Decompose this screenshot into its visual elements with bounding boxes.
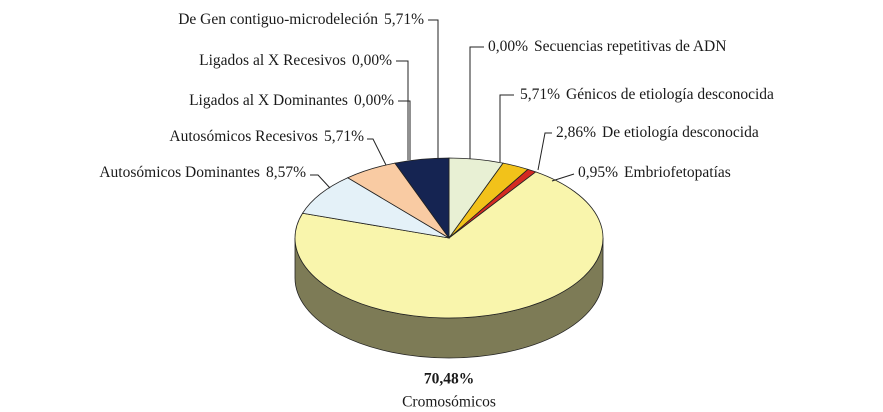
leader-line	[396, 60, 409, 160]
slice-label: Autosómicos Dominantes 8,57%	[99, 164, 306, 181]
slice-label: 0,00% Secuencias repetitivas de ADN	[488, 38, 726, 55]
slice	[294, 171, 604, 319]
leader-line	[367, 138, 387, 166]
leader-line	[537, 132, 552, 171]
slice-label: Ligados al X Recesivos 0,00%	[199, 52, 392, 69]
category-label: Autosómicos Dominantes	[99, 164, 260, 181]
value-label: 5,71%	[520, 86, 560, 103]
slice-label: 2,86% De etiología desconocida	[556, 124, 759, 141]
value-label: 5,71%	[384, 11, 424, 28]
value-label: 0,00%	[352, 52, 392, 69]
slice-label: 5,71% Génicos de etiología desconocida	[520, 86, 774, 103]
leader-line	[469, 46, 484, 159]
leader-line	[398, 100, 411, 160]
category-label: Cromosómicos	[402, 394, 496, 411]
category-label: Embriofetopatías	[624, 164, 731, 181]
value-label: 0,95%	[578, 164, 618, 181]
value-label: 0,00%	[488, 38, 528, 55]
category-label: De Gen contiguo-microdeleción	[178, 11, 378, 28]
category-label: Ligados al X Recesivos	[199, 52, 346, 69]
value-label: 0,00%	[354, 92, 394, 109]
value-label: 70,48%	[424, 371, 474, 388]
slice-label: Ligados al X Dominantes 0,00%	[189, 92, 394, 109]
category-label: De etiología desconocida	[602, 124, 759, 141]
leader-line	[499, 94, 514, 162]
slice-label: De Gen contiguo-microdeleción 5,71%	[178, 11, 424, 28]
category-label: Secuencias repetitivas de ADN	[534, 38, 726, 55]
leader-line	[428, 19, 439, 158]
leader-line	[310, 174, 331, 189]
category-label: Autosómicos Recesivos	[169, 128, 318, 145]
value-label: 5,71%	[324, 128, 364, 145]
value-label: 8,57%	[266, 164, 306, 181]
slice	[301, 177, 450, 239]
value-label: 2,86%	[556, 124, 596, 141]
leader-line	[551, 173, 575, 182]
category-label: Ligados al X Dominantes	[189, 92, 348, 109]
slice-label: Autosómicos Recesivos 5,71%	[169, 128, 364, 145]
slice	[394, 157, 450, 240]
category-label: Génicos de etiología desconocida	[566, 86, 774, 103]
slice-label: 0,95% Embriofetopatías	[578, 164, 731, 181]
